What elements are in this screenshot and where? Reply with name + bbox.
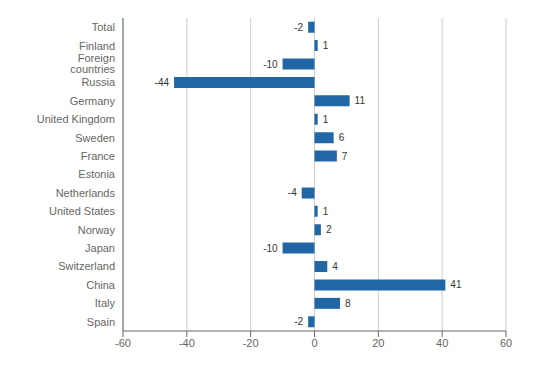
svg-text:-2: -2 [294, 316, 303, 327]
svg-text:1: 1 [323, 206, 329, 217]
svg-text:-10: -10 [263, 243, 278, 254]
svg-text:-4: -4 [288, 187, 297, 198]
svg-text:4: 4 [332, 261, 338, 272]
svg-text:7: 7 [342, 151, 348, 162]
svg-text:Sweden: Sweden [75, 132, 115, 144]
svg-text:-2: -2 [294, 22, 303, 33]
svg-text:-60: -60 [115, 337, 131, 349]
svg-text:Italy: Italy [95, 297, 116, 309]
svg-text:United Kingdom: United Kingdom [37, 113, 115, 125]
svg-text:40: 40 [436, 337, 448, 349]
svg-text:41: 41 [450, 279, 462, 290]
svg-text:Estonia: Estonia [78, 168, 116, 180]
svg-text:0: 0 [311, 337, 317, 349]
svg-text:Netherlands: Netherlands [56, 187, 116, 199]
svg-text:-44: -44 [155, 77, 170, 88]
svg-text:Norway: Norway [78, 224, 116, 236]
svg-text:Total: Total [92, 21, 115, 33]
svg-text:-20: -20 [243, 337, 259, 349]
svg-text:1: 1 [323, 114, 329, 125]
svg-text:Foreigncountries: Foreigncountries [70, 52, 115, 75]
svg-text:-40: -40 [179, 337, 195, 349]
svg-text:1: 1 [323, 40, 329, 51]
svg-text:Finland: Finland [79, 40, 115, 52]
svg-text:Switzerland: Switzerland [58, 260, 115, 272]
svg-text:Russia: Russia [81, 76, 116, 88]
svg-text:60: 60 [500, 337, 512, 349]
svg-text:Spain: Spain [87, 316, 115, 328]
svg-text:20: 20 [372, 337, 384, 349]
svg-text:China: China [86, 279, 116, 291]
svg-text:2: 2 [326, 224, 332, 235]
svg-text:Japan: Japan [85, 242, 115, 254]
svg-text:-10: -10 [263, 59, 278, 70]
svg-text:Germany: Germany [70, 95, 116, 107]
svg-text:11: 11 [355, 95, 366, 106]
svg-text:8: 8 [345, 298, 351, 309]
svg-text:United States: United States [49, 205, 116, 217]
svg-text:6: 6 [339, 132, 345, 143]
svg-text:France: France [81, 150, 115, 162]
